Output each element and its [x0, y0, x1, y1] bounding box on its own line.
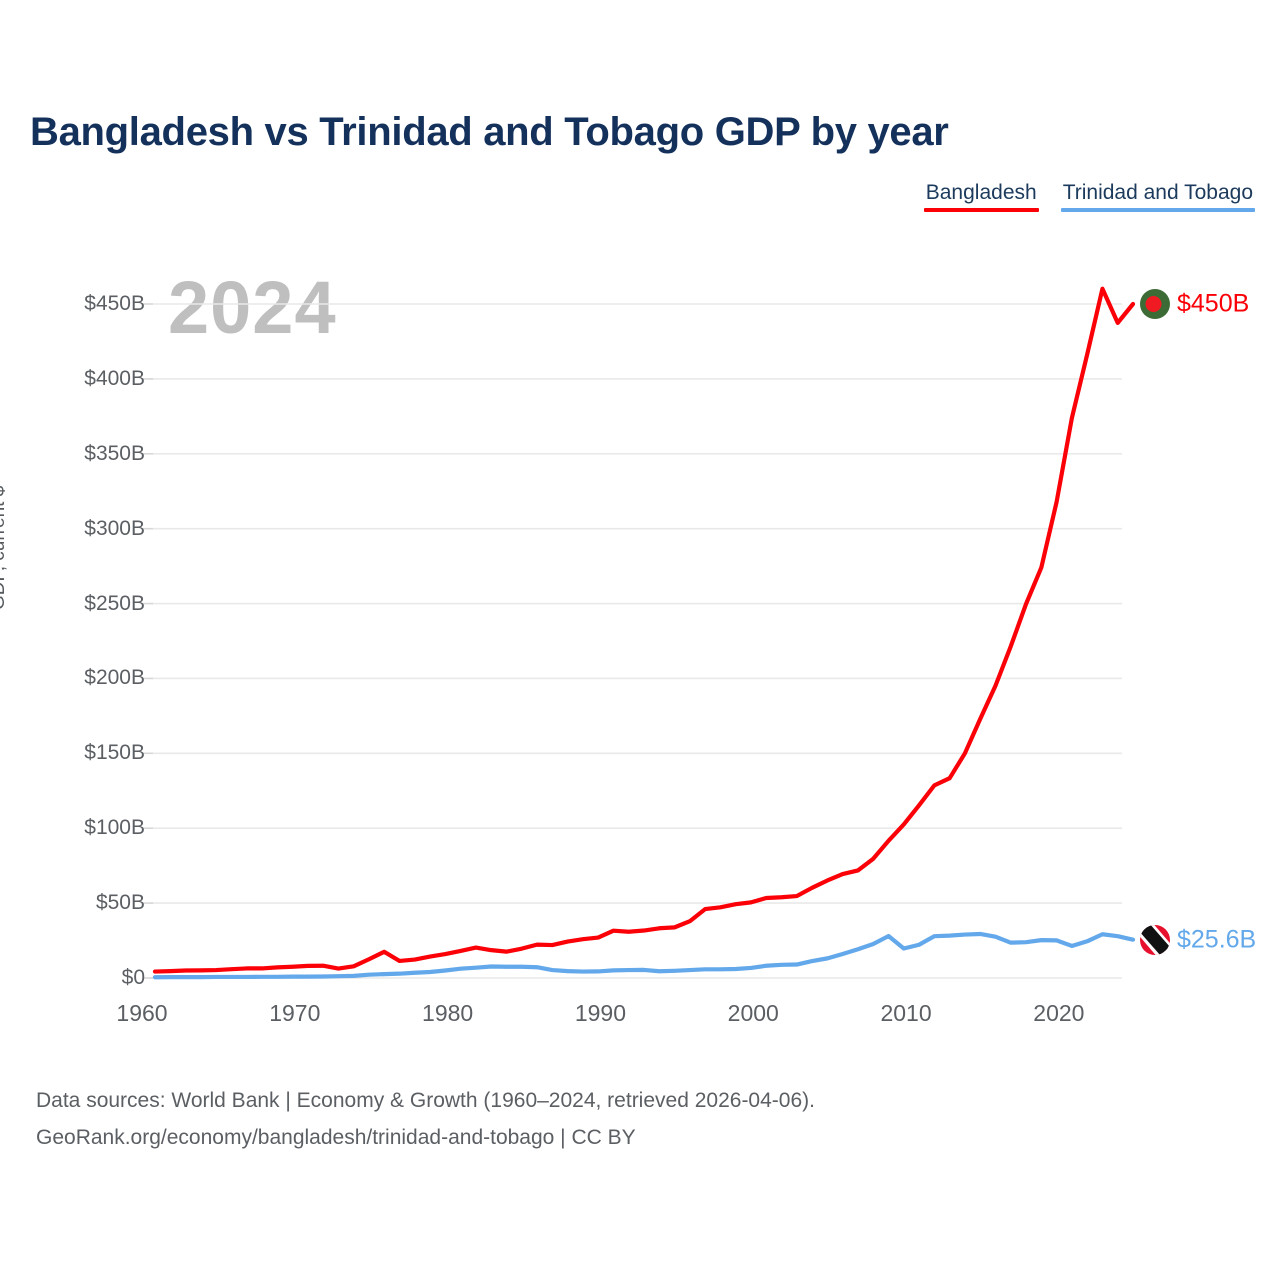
- x-axis-tick-label: 2010: [880, 1000, 932, 1026]
- y-axis-tick-label: $400B: [84, 366, 145, 390]
- x-axis-tick-label: 1980: [422, 1000, 474, 1026]
- series-line-bangladesh: [152, 286, 1136, 974]
- series-line-trinidad-and-tobago: [152, 931, 1136, 980]
- y-axis-tick-label: $0: [121, 966, 145, 989]
- legend-item-bangladesh[interactable]: Bangladesh: [923, 180, 1039, 212]
- page-title: Bangladesh vs Trinidad and Tobago GDP by…: [30, 110, 949, 154]
- legend-label-bangladesh: Bangladesh: [925, 181, 1037, 204]
- y-axis-tick-label: $450B: [84, 292, 145, 315]
- y-axis-tick-label: $150B: [84, 741, 145, 765]
- trinidad-and-tobago-flag-icon: [1140, 924, 1170, 955]
- y-axis-tick-label: $50B: [95, 891, 145, 915]
- year-watermark: 2024: [168, 266, 337, 349]
- y-axis-tick-label: $100B: [84, 816, 145, 840]
- chart-legend: Bangladesh Trinidad and Tobago: [923, 180, 1255, 212]
- x-axis-tick-label: 2020: [1033, 1000, 1085, 1026]
- legend-label-trinidad-and-tobago: Trinidad and Tobago: [1062, 181, 1253, 204]
- footer-line-2: GeoRank.org/economy/bangladesh/trinidad-…: [36, 1126, 636, 1149]
- legend-item-trinidad-and-tobago[interactable]: Trinidad and Tobago: [1060, 180, 1255, 212]
- y-axis-tick-label: $200B: [84, 666, 145, 690]
- endpoint-value-label: $450B: [1177, 289, 1250, 318]
- bangladesh-flag-icon: [1140, 289, 1170, 319]
- y-axis-tick-label: $300B: [84, 516, 145, 540]
- x-axis-tick-label: 1990: [574, 1000, 627, 1026]
- legend-color-swatch-trinidad-and-tobago: [1060, 208, 1255, 212]
- x-axis-tick-label: 1970: [269, 1000, 321, 1026]
- footer-attribution: Data sources: World Bank | Economy & Gro…: [36, 1082, 815, 1156]
- endpoint-value-label: $25.6B: [1177, 925, 1257, 954]
- x-axis-tick-label: 1960: [116, 1000, 168, 1026]
- y-axis-tick-label: $250B: [84, 591, 145, 615]
- footer-line-1: Data sources: World Bank | Economy & Gro…: [36, 1089, 815, 1112]
- legend-color-swatch-bangladesh: [923, 208, 1039, 212]
- y-axis-tick-label: $350B: [84, 441, 145, 465]
- x-axis-tick-label: 2000: [727, 1000, 779, 1026]
